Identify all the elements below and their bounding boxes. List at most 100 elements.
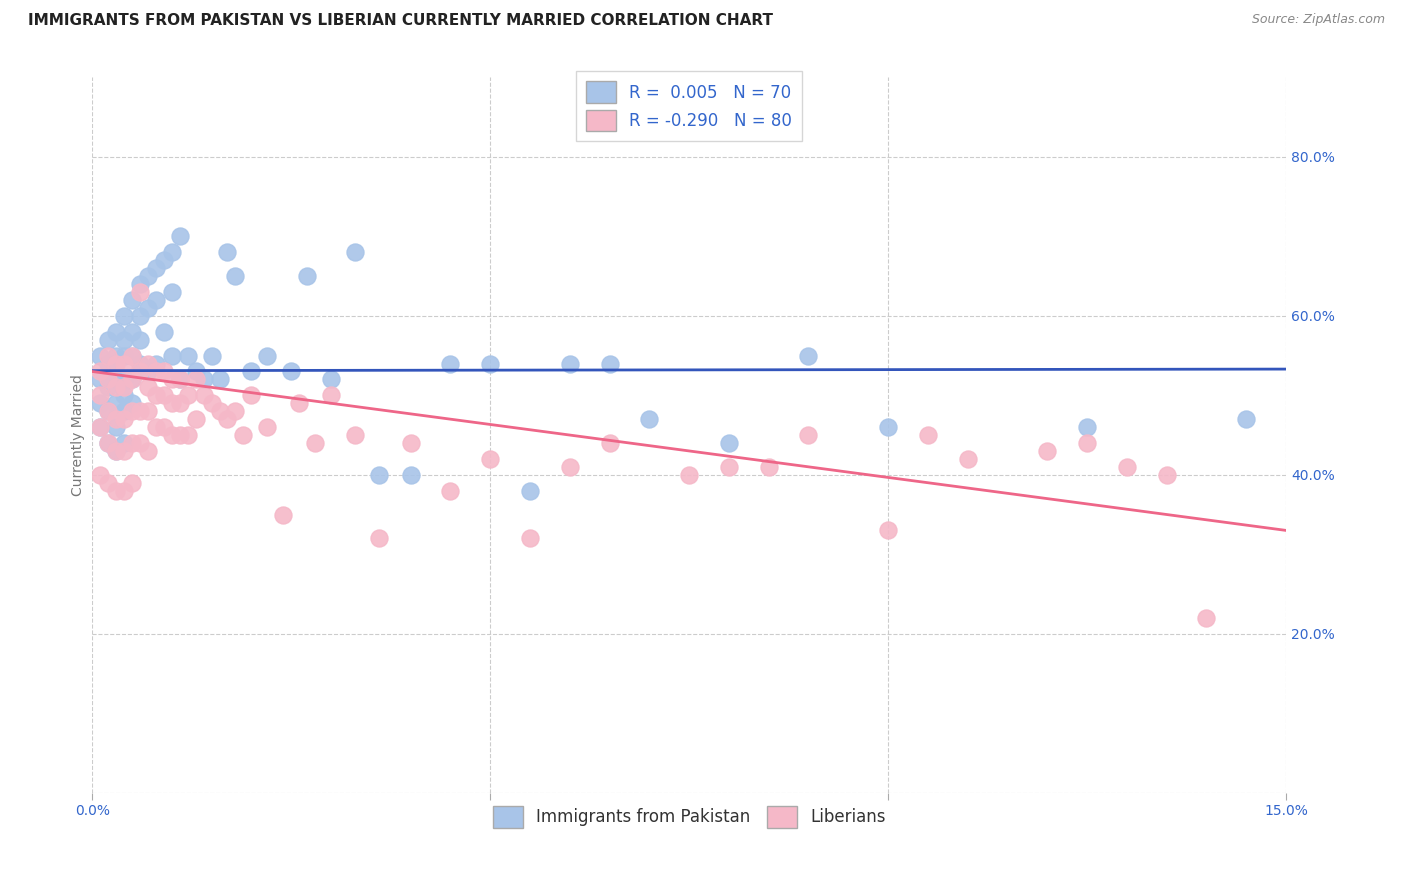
Point [145,261,167,276]
Point [232,428,254,442]
Y-axis label: Currently Married: Currently Married [72,374,86,496]
Point [136,357,159,371]
Point [169,372,191,386]
Point [105,412,128,426]
Point [519,532,541,546]
Point [200,396,222,410]
Point [599,436,621,450]
Point [89,364,111,378]
Point [145,364,167,378]
Point [121,396,143,410]
Point [129,436,152,450]
Point [169,229,191,244]
Point [956,451,979,466]
Point [112,444,135,458]
Point [105,444,128,458]
Point [558,357,581,371]
Point [129,404,152,418]
Point [877,420,900,434]
Point [136,404,159,418]
Point [121,372,143,386]
Point [112,483,135,498]
Point [89,467,111,482]
Point [105,483,128,498]
Point [136,301,159,315]
Point [112,380,135,394]
Point [399,467,422,482]
Point [224,269,246,284]
Point [160,372,183,386]
Point [112,404,135,418]
Point [304,436,326,450]
Point [678,467,700,482]
Point [367,467,389,482]
Point [224,404,246,418]
Point [169,396,191,410]
Point [112,388,135,402]
Point [176,349,198,363]
Point [112,333,135,347]
Point [1156,467,1178,482]
Point [145,357,167,371]
Point [797,428,820,442]
Point [169,372,191,386]
Point [319,388,342,402]
Point [208,404,231,418]
Point [288,396,311,410]
Point [121,436,143,450]
Point [176,388,198,402]
Legend: Immigrants from Pakistan, Liberians: Immigrants from Pakistan, Liberians [486,799,893,834]
Point [97,372,120,386]
Point [129,333,152,347]
Point [89,349,111,363]
Point [112,372,135,386]
Text: IMMIGRANTS FROM PAKISTAN VS LIBERIAN CURRENTLY MARRIED CORRELATION CHART: IMMIGRANTS FROM PAKISTAN VS LIBERIAN CUR… [28,13,773,29]
Point [129,357,152,371]
Point [89,372,111,386]
Point [160,245,183,260]
Point [256,349,278,363]
Point [240,364,263,378]
Point [343,428,366,442]
Point [160,428,183,442]
Point [184,412,207,426]
Point [121,325,143,339]
Point [439,483,461,498]
Point [105,349,128,363]
Point [208,372,231,386]
Point [153,253,176,268]
Point [280,364,302,378]
Point [121,293,143,307]
Point [717,459,740,474]
Point [89,420,111,434]
Point [184,372,207,386]
Point [1115,459,1137,474]
Point [717,436,740,450]
Point [89,420,111,434]
Point [105,380,128,394]
Point [256,420,278,434]
Point [193,372,215,386]
Point [97,333,120,347]
Point [112,357,135,371]
Point [105,396,128,410]
Point [97,436,120,450]
Point [121,349,143,363]
Point [295,269,318,284]
Point [519,483,541,498]
Point [271,508,294,522]
Point [145,293,167,307]
Point [479,451,502,466]
Point [105,357,128,371]
Point [153,420,176,434]
Point [136,444,159,458]
Point [136,364,159,378]
Point [112,349,135,363]
Point [105,325,128,339]
Point [89,388,111,402]
Point [121,349,143,363]
Point [367,532,389,546]
Point [112,412,135,426]
Point [112,436,135,450]
Point [121,404,143,418]
